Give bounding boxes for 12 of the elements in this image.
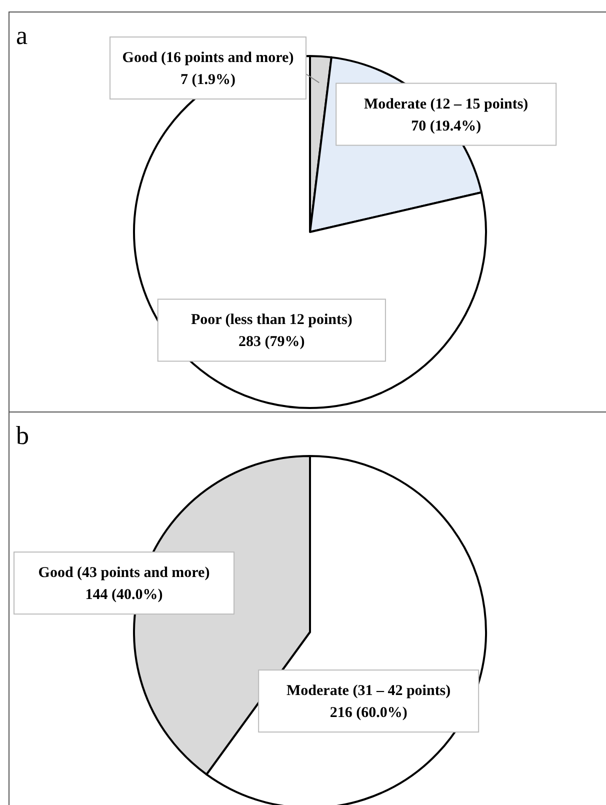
data-label: 283 (79%) [238, 334, 305, 350]
slice-label: Moderate (31 – 42 points) [286, 683, 451, 700]
data-label: 216 (60.0%) [330, 705, 408, 722]
data-label: 7 (1.9%) [180, 72, 236, 88]
data-label: 144 (40.0%) [85, 587, 163, 604]
data-label: 70 (19.4%) [411, 118, 482, 134]
slice-label: Good (43 points and more) [38, 565, 210, 582]
chart-title: a [16, 21, 28, 50]
chart-title: b [16, 421, 29, 450]
slice-label: Moderate (12 – 15 points) [364, 96, 528, 112]
slice-label: Poor (less than 12 points) [190, 312, 352, 328]
slice-label: Good (16 points and more) [122, 50, 294, 66]
